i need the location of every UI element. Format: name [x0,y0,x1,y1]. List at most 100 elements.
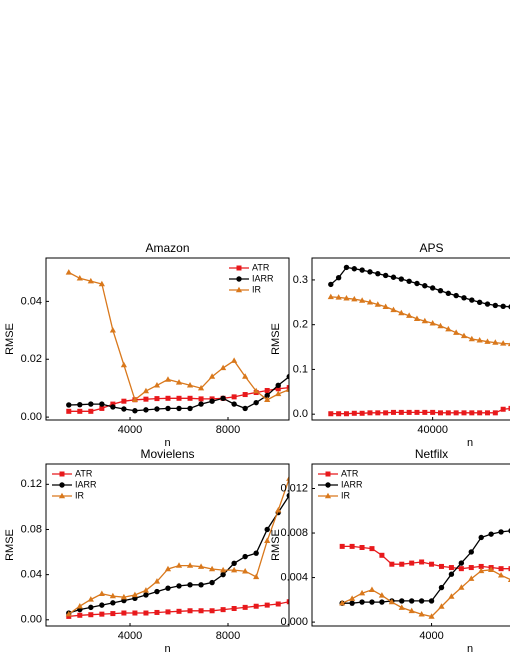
marker [209,608,215,614]
marker [88,401,94,407]
marker [448,571,455,577]
marker [445,410,451,416]
y-tick-label: 0.1 [293,363,308,375]
marker [153,381,161,388]
x-axis-label: n [467,643,473,655]
marker [421,317,428,324]
legend-marker [236,276,242,282]
series-line [342,545,510,570]
marker [468,549,474,555]
marker [390,409,396,415]
marker [437,287,444,294]
legend-marker [325,482,331,488]
marker [242,567,249,574]
marker [461,295,467,301]
legend-label: IR [75,490,85,500]
y-tick-label: 0.012 [280,482,308,494]
marker [488,566,495,572]
marker [351,266,358,272]
marker [458,584,465,590]
marker [110,611,116,617]
marker [231,560,237,567]
marker [359,545,365,551]
marker [66,408,72,414]
marker [198,396,204,402]
x-axis-label: n [467,437,473,449]
legend-label: IARR [252,273,274,283]
marker [366,299,374,305]
marker [500,340,507,346]
marker [88,408,94,414]
y-tick-label: 0.00 [21,411,42,423]
marker [339,543,345,549]
marker [492,302,499,309]
marker [507,342,510,347]
y-tick-label: 0.04 [21,295,42,307]
marker [359,267,365,273]
marker [398,309,405,316]
marker [253,573,260,580]
plot [339,528,510,619]
marker [98,280,105,287]
legend-marker [324,492,332,499]
marker [453,329,460,335]
marker [87,277,94,284]
plot [65,475,289,619]
marker [343,264,350,271]
legend-marker [325,471,331,477]
marker [408,598,415,604]
plot [327,264,510,417]
marker [165,395,171,401]
marker [339,599,346,606]
marker [132,408,138,414]
marker [143,407,149,413]
marker [197,384,205,391]
chart-title: Amazon [145,241,189,255]
marker [375,410,381,416]
marker [414,409,420,415]
marker [154,396,160,402]
marker [382,272,389,279]
marker [492,339,499,345]
marker [429,320,436,326]
marker [231,357,238,363]
marker [484,410,490,416]
y-axis-label: RMSE [4,323,16,355]
marker [367,410,373,416]
y-tick-label: 0.00 [21,614,42,626]
marker [164,376,172,382]
marker [77,612,83,618]
marker [343,411,349,417]
marker [220,364,227,371]
marker [154,588,160,595]
marker [406,409,412,415]
x-tick-label: 8000 [216,630,240,642]
marker [176,405,182,412]
marker [378,592,386,598]
marker [375,270,381,277]
marker [143,396,149,402]
marker [110,600,116,606]
marker [253,399,259,406]
legend-marker [235,286,243,293]
marker [379,552,385,558]
marker [65,610,72,617]
marker [275,390,282,397]
marker [328,411,334,417]
marker [99,611,105,617]
marker [65,269,72,275]
marker [165,609,171,615]
y-axis-label: RMSE [4,529,16,561]
marker [349,543,355,549]
marker [398,604,405,610]
marker [478,534,484,541]
marker [422,409,428,415]
marker [336,411,342,417]
marker [120,593,127,600]
marker [429,561,435,567]
marker [286,492,289,499]
y-tick-label: 0.008 [280,527,308,539]
marker [374,301,381,307]
marker [154,609,160,615]
series-line [330,296,510,345]
